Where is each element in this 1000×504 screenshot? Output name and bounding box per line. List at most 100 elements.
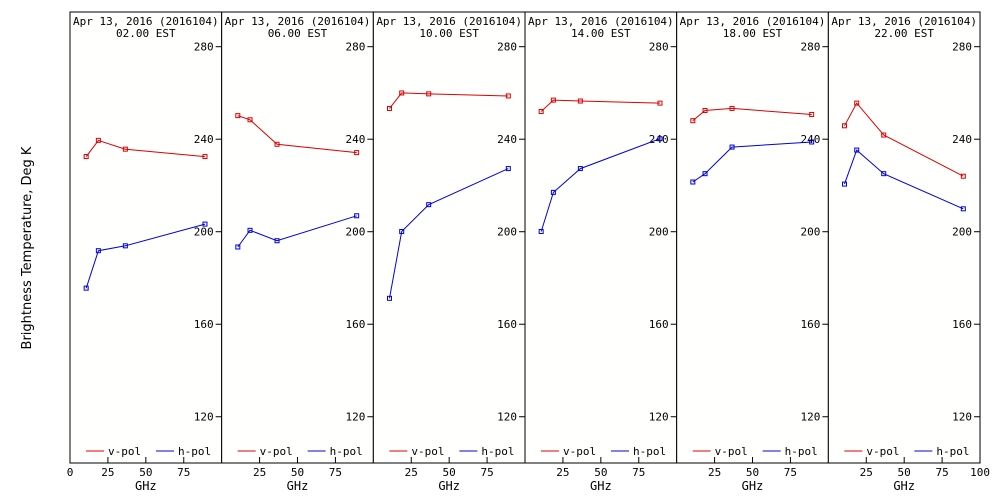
y-tick-label: 280 [194,41,214,54]
y-tick-label: 240 [194,133,214,146]
series-line-vpol [85,139,206,158]
data-point-vpol [960,173,966,179]
x-tick-label: 50 [898,466,911,479]
data-point-vpol [399,90,405,96]
x-tick-label: 75 [935,466,948,479]
y-tick-label: 120 [345,411,365,424]
data-point-vpol [235,113,241,119]
x-axis-label: GHz [742,479,764,493]
panel-subtitle: 02.00 EST [116,27,176,40]
panel-title: Apr 13, 2016 (2016104) [225,15,371,28]
data-point-hpol [505,166,511,172]
panel-subtitle: 06.00 EST [268,27,328,40]
legend-label-vpol: v-pol [108,445,141,458]
data-point-hpol [702,171,708,177]
legend-label-vpol: v-pol [715,445,748,458]
y-tick-label: 200 [649,226,669,239]
data-point-vpol [274,141,280,147]
data-point-hpol [122,243,128,249]
data-point-vpol [354,150,360,156]
data-point-hpol [274,238,280,244]
data-point-vpol [550,97,556,103]
data-point-vpol [83,154,89,160]
x-tick-label: 50 [746,466,759,479]
panel-frame [221,11,374,464]
legend-label-vpol: v-pol [563,445,596,458]
data-point-vpol [842,123,848,129]
x-tick-label: 50 [594,466,607,479]
data-point-vpol [426,91,432,97]
x-tick-label: 75 [784,466,797,479]
panel-title: Apr 13, 2016 (2016104) [680,15,826,28]
x-tick-label: 50 [443,466,456,479]
x-tick-label: 100 [970,466,990,479]
y-tick-label: 200 [345,226,365,239]
x-tick-label: 25 [253,466,266,479]
legend-label-hpol: h-pol [330,445,363,458]
y-tick-label: 280 [497,41,517,54]
y-tick-label: 200 [800,226,820,239]
panel-frame [524,11,678,464]
series-line-vpol [237,115,357,154]
data-point-hpol [538,228,544,234]
series-line-vpol [692,107,812,122]
data-point-vpol [702,108,708,114]
series-line-hpol [692,141,812,183]
y-tick-label: 200 [497,226,517,239]
data-point-vpol [538,108,544,114]
data-point-vpol [386,105,392,111]
x-tick-label: 25 [860,466,873,479]
panel-5: Apr 13, 2016 (2016104)18.00 EST 120 160 200… [676,11,829,493]
data-point-hpol [426,202,432,208]
y-tick-label: 120 [800,411,820,424]
x-tick-label: 25 [708,466,721,479]
data-point-hpol [854,147,860,153]
data-point-vpol [809,111,815,117]
legend-label-hpol: h-pol [785,445,818,458]
data-point-hpol [235,244,241,250]
data-point-hpol [881,171,887,177]
data-point-vpol [657,100,663,106]
x-tick-label: 25 [405,466,418,479]
y-tick-label: 200 [194,226,214,239]
panel-subtitle: 18.00 EST [723,27,783,40]
legend-label-vpol: v-pol [260,445,293,458]
panel-frame [676,11,829,464]
data-point-hpol [354,213,360,219]
y-tick-label: 240 [952,133,972,146]
data-point-vpol [881,132,887,138]
legend-label-vpol: v-pol [866,445,899,458]
x-axis-label: GHz [287,479,309,493]
data-point-hpol [690,179,696,185]
x-tick-label: 50 [291,466,304,479]
x-axis-label: GHz [135,479,157,493]
data-point-hpol [577,166,583,172]
y-tick-label: 240 [497,133,517,146]
y-tick-label: 160 [800,318,820,331]
panel-3: Apr 13, 2016 (2016104)10.00 EST 120 160 200… [372,11,526,493]
panel-6: Apr 13, 2016 (2016104)22.00 EST 120 160 200… [827,11,990,493]
x-axis-label: GHz [438,479,460,493]
panel-4: Apr 13, 2016 (2016104)14.00 EST 120 160 200… [524,11,678,493]
panel-frame [69,11,223,464]
y-tick-label: 280 [345,41,365,54]
data-point-hpol [247,227,253,233]
data-point-vpol [95,137,101,143]
y-tick-label: 120 [649,411,669,424]
y-tick-label: 120 [194,411,214,424]
panel-title: Apr 13, 2016 (2016104) [528,15,674,28]
x-tick-label: 75 [329,466,342,479]
legend-label-hpol: h-pol [178,445,211,458]
series-line-hpol [844,149,964,210]
series-line-vpol [844,102,964,177]
x-tick-label: 75 [480,466,493,479]
panel-frame [827,11,981,464]
data-point-hpol [202,221,208,227]
x-axis-label: GHz [893,479,915,493]
y-tick-label: 120 [952,411,972,424]
data-point-hpol [386,295,392,301]
series-line-hpol [237,215,357,248]
legend-label-vpol: v-pol [411,445,444,458]
data-point-vpol [122,146,128,152]
series-line-hpol [540,138,661,232]
